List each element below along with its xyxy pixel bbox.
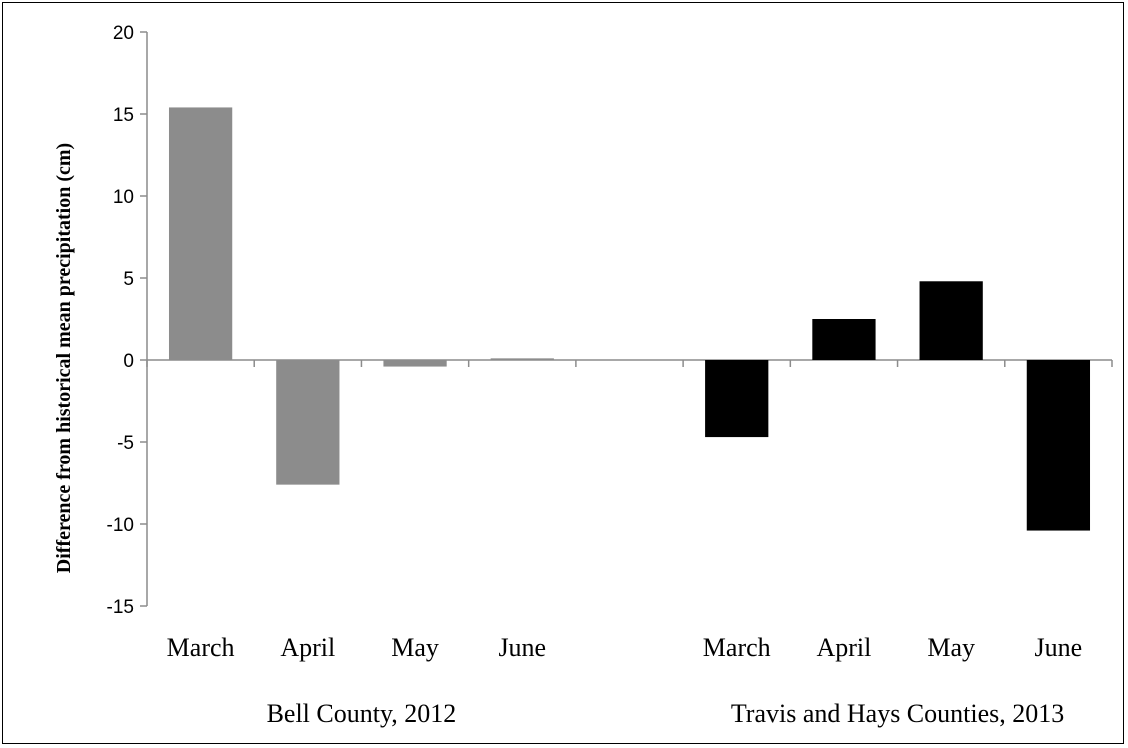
y-tick-label: -15 <box>107 597 134 618</box>
y-tick-label: 15 <box>113 105 134 126</box>
x-category-label: March <box>167 633 235 662</box>
y-tick-label: 20 <box>113 23 134 44</box>
bar <box>168 107 233 360</box>
bars <box>168 107 1091 531</box>
x-category-label: April <box>280 633 335 662</box>
x-category-label: April <box>816 633 871 662</box>
bar <box>919 281 983 360</box>
bar <box>705 360 769 438</box>
x-group-label: Bell County, 2012 <box>267 699 457 728</box>
x-group-label: Travis and Hays Counties, 2013 <box>731 699 1064 728</box>
x-category-label: May <box>391 633 439 662</box>
y-axis-label: Difference from historical mean precipit… <box>53 143 75 573</box>
x-category-label: June <box>498 633 546 662</box>
y-tick-label: 5 <box>123 269 134 290</box>
x-category-label: May <box>927 633 975 662</box>
y-tick-label: -5 <box>117 433 134 454</box>
bar <box>812 319 876 360</box>
bar <box>276 360 340 485</box>
bar <box>1026 360 1091 531</box>
x-category-label: June <box>1035 633 1083 662</box>
bar <box>490 358 554 360</box>
bar <box>383 360 447 367</box>
y-tick-label: -10 <box>107 515 134 536</box>
labels: 20 15 10 5 0 -5 -10 -15 March April May June Bell Co… <box>107 23 1083 728</box>
x-category-label: March <box>703 633 771 662</box>
y-tick-label: 0 <box>123 351 134 372</box>
y-tick-label: 10 <box>113 187 134 208</box>
